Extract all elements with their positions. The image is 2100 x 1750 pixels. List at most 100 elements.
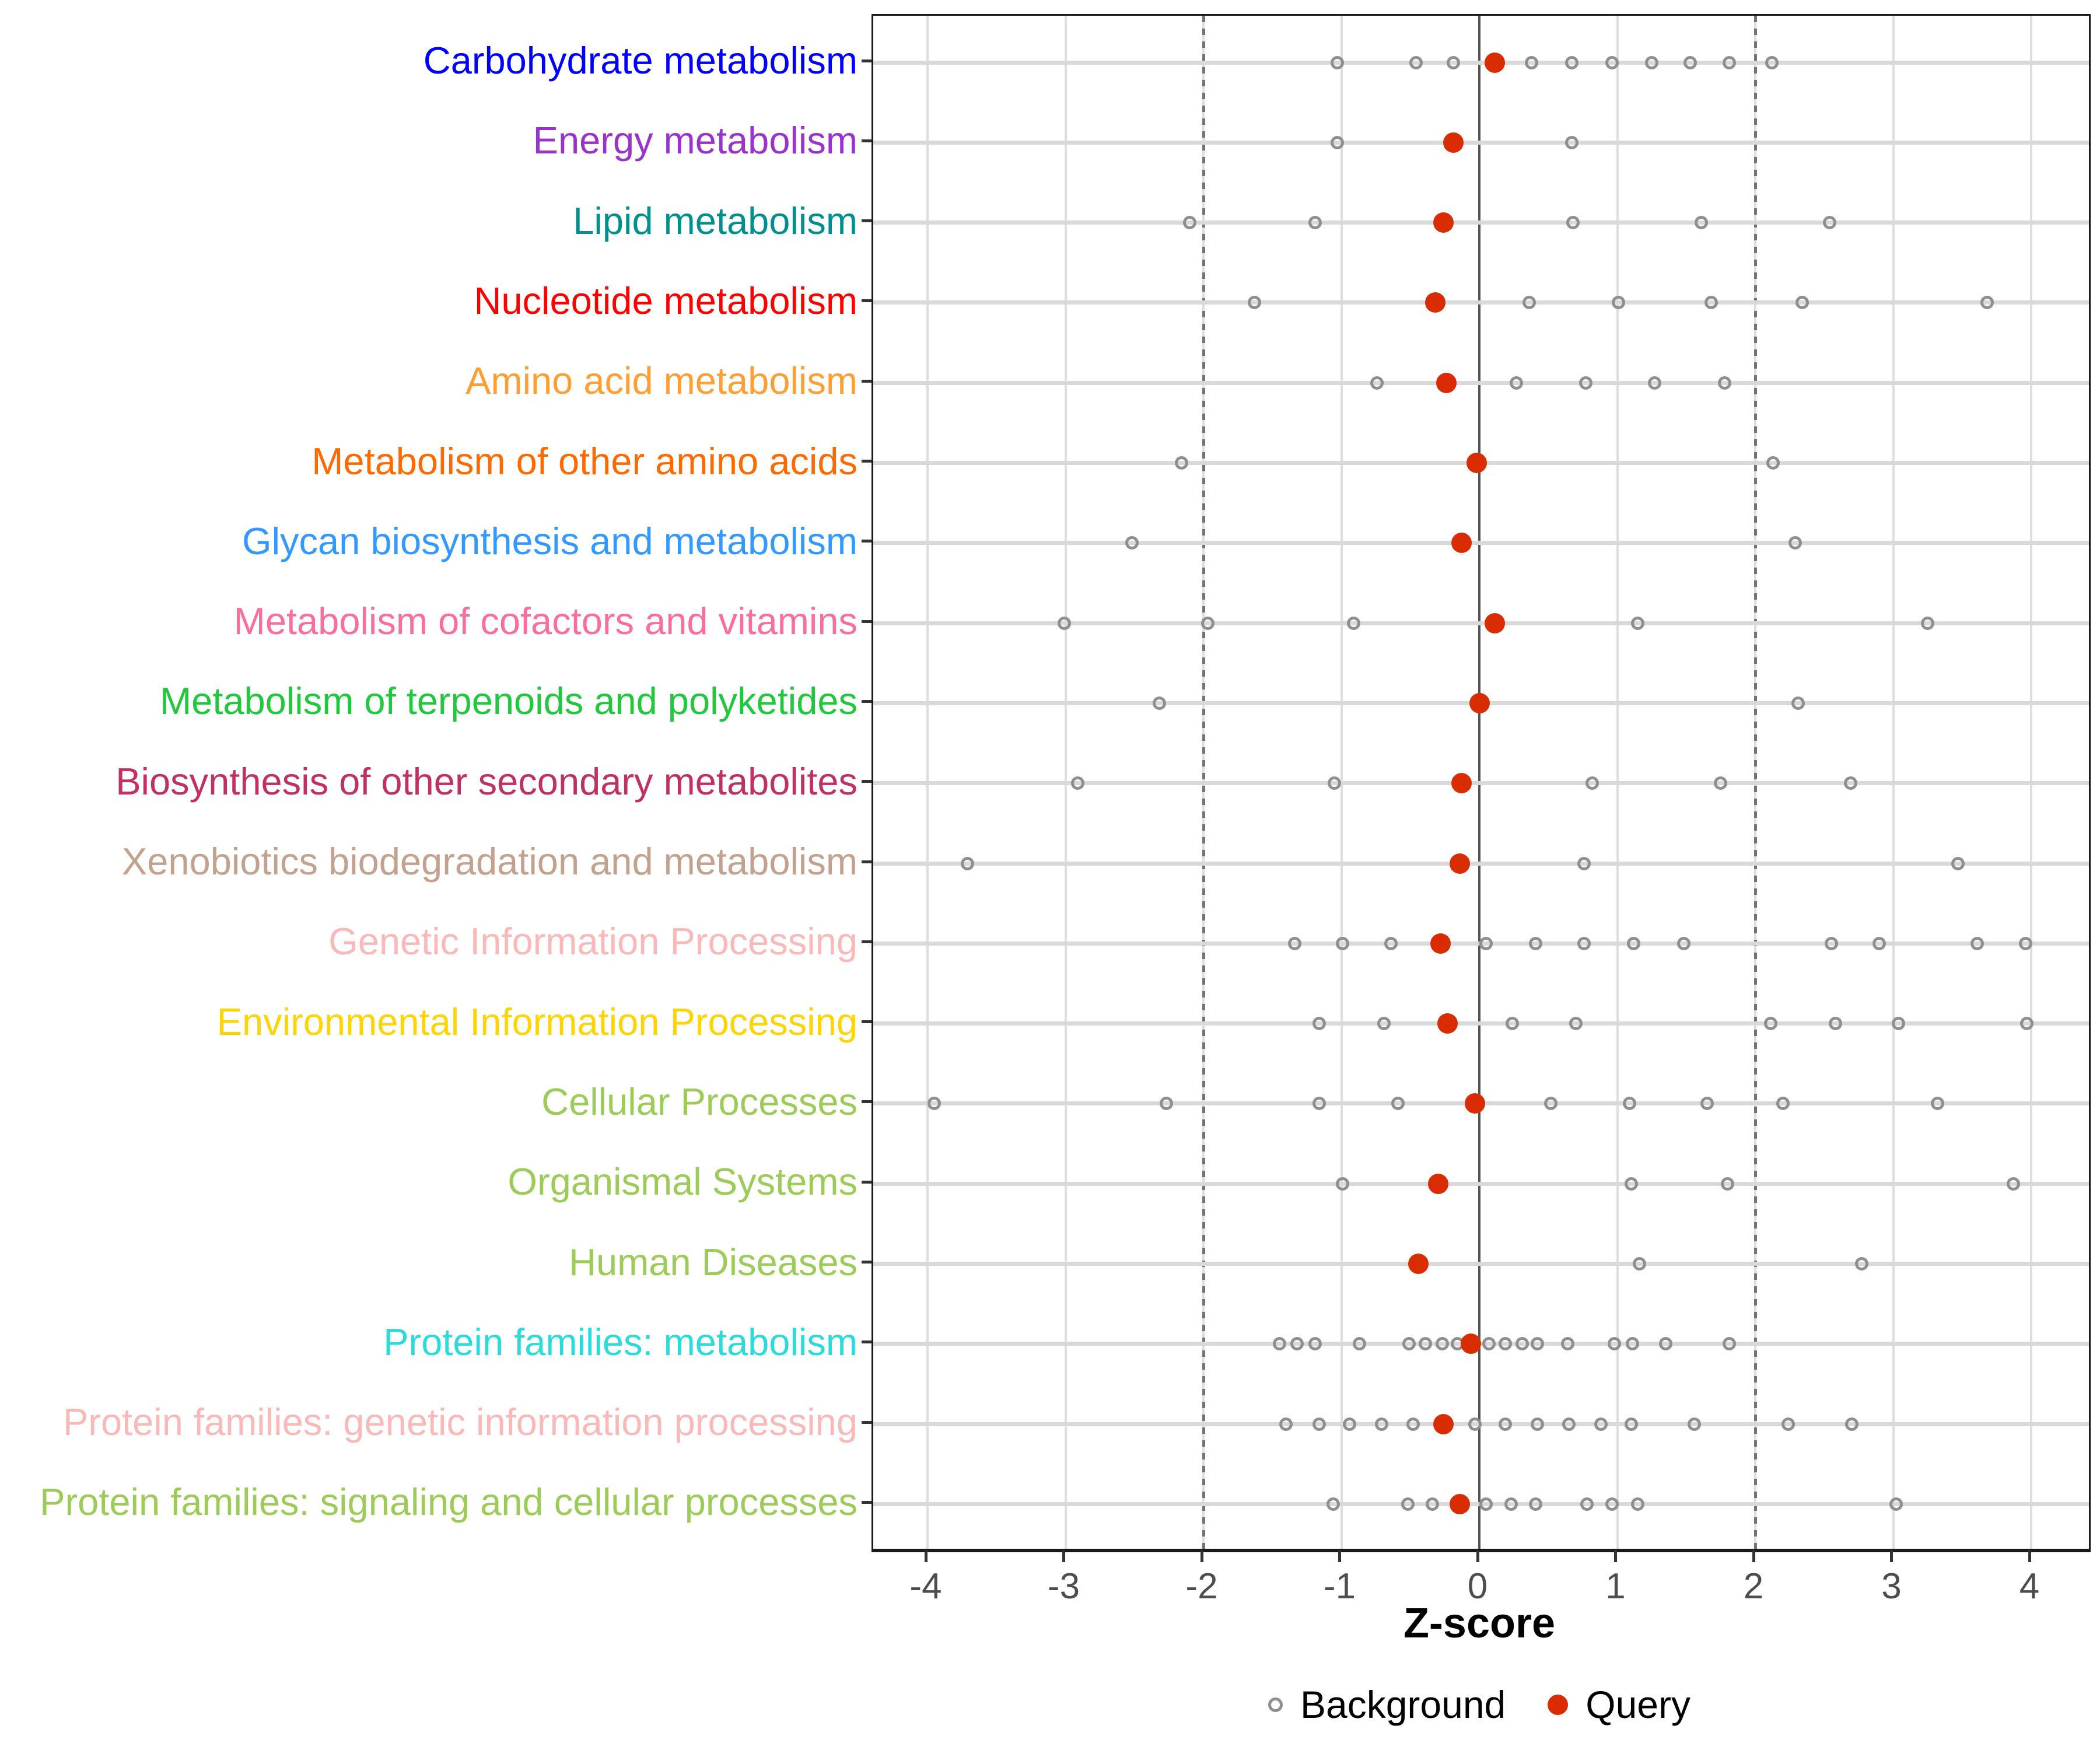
plot-panel	[872, 14, 2091, 1552]
background-point	[1152, 696, 1166, 710]
background-point	[928, 1097, 942, 1111]
background-point	[1791, 696, 1805, 710]
background-point	[1446, 55, 1460, 69]
background-point	[1695, 216, 1709, 230]
legend-label-query: Query	[1586, 1683, 1690, 1726]
background-point	[1529, 1497, 1543, 1511]
background-point	[1722, 55, 1736, 69]
x-axis-tick-label: 0	[1467, 1566, 1488, 1606]
background-point	[1658, 1337, 1672, 1351]
row-reference-line	[873, 1021, 2089, 1026]
query-point	[1430, 933, 1451, 954]
background-point	[1930, 1097, 1944, 1111]
category-label: Nucleotide metabolism	[474, 279, 858, 322]
background-point	[1336, 936, 1350, 950]
query-point	[1433, 1413, 1454, 1434]
background-point	[1182, 216, 1196, 230]
row-reference-line	[873, 1342, 2089, 1346]
background-point	[1688, 1417, 1702, 1431]
background-point	[1763, 1017, 1777, 1031]
category-label: Biosynthesis of other secondary metaboli…	[116, 760, 858, 803]
category-label: Carbohydrate metabolism	[423, 39, 858, 82]
y-axis-tick-mark	[862, 379, 872, 383]
row-reference-line	[873, 621, 2089, 625]
background-point	[1435, 1337, 1449, 1351]
row-reference-line	[873, 1262, 2089, 1266]
background-point	[1647, 376, 1661, 390]
category-label: Environmental Information Processing	[216, 1000, 858, 1043]
background-point	[1312, 1097, 1326, 1111]
background-point	[1795, 296, 1809, 310]
legend-item-background: Background	[1268, 1682, 1506, 1727]
y-axis-tick-mark	[862, 1261, 872, 1264]
legend-label-background: Background	[1300, 1683, 1506, 1726]
background-point	[1312, 1417, 1326, 1431]
background-point	[1721, 1177, 1735, 1191]
background-point	[1823, 216, 1837, 230]
y-axis-tick-mark	[862, 940, 872, 943]
background-point	[1684, 55, 1698, 69]
background-point	[1562, 1417, 1576, 1431]
row-reference-line	[873, 220, 2089, 225]
category-label: Cellular Processes	[541, 1080, 858, 1123]
y-axis-tick-mark	[862, 860, 872, 863]
legend-item-query: Query	[1548, 1682, 1690, 1727]
background-point	[1544, 1097, 1558, 1111]
background-point	[1560, 1337, 1574, 1351]
background-point	[1377, 1017, 1391, 1031]
category-label: Glycan biosynthesis and metabolism	[242, 519, 858, 562]
background-point	[1482, 1337, 1496, 1351]
query-point	[1427, 1173, 1448, 1194]
background-point	[1892, 1017, 1906, 1031]
x-axis-tick-label: -1	[1323, 1566, 1356, 1606]
x-axis-tick-label: 3	[1881, 1566, 1902, 1606]
x-axis-tick-mark	[1752, 1550, 1755, 1562]
x-axis-tick-mark	[924, 1550, 928, 1562]
background-point	[1824, 936, 1838, 950]
y-axis-tick-mark	[862, 699, 872, 703]
background-point	[1374, 1417, 1388, 1431]
background-point	[2020, 1017, 2034, 1031]
background-point	[1479, 936, 1493, 950]
row-reference-line	[873, 300, 2089, 305]
background-point	[1718, 376, 1732, 390]
category-label: Protein families: metabolism	[383, 1320, 858, 1363]
x-axis-title: Z-score	[1403, 1600, 1556, 1647]
background-point	[1409, 55, 1423, 69]
background-point	[2006, 1177, 2020, 1191]
query-point	[1484, 52, 1505, 73]
query-point	[1436, 372, 1457, 393]
x-axis-tick-mark	[1614, 1550, 1617, 1562]
category-label: Amino acid metabolism	[466, 359, 858, 402]
background-point	[1971, 936, 1985, 950]
background-point	[1479, 1497, 1493, 1511]
background-point	[1631, 1497, 1645, 1511]
query-point	[1443, 132, 1464, 153]
background-point	[1624, 1177, 1638, 1191]
row-reference-line	[873, 380, 2089, 385]
background-point	[1700, 1097, 1714, 1111]
x-axis-tick-label: -2	[1185, 1566, 1218, 1606]
background-point	[1631, 616, 1645, 630]
background-point	[1326, 1497, 1340, 1511]
query-point	[1451, 773, 1472, 794]
background-point	[1530, 1417, 1544, 1431]
background-point	[1272, 1337, 1286, 1351]
background-point	[1578, 376, 1592, 390]
background-point	[1347, 616, 1361, 630]
x-axis-tick-mark	[1062, 1550, 1065, 1562]
background-point	[1873, 936, 1887, 950]
query-point	[1450, 853, 1471, 874]
y-axis-tick-mark	[862, 620, 872, 623]
background-point	[1468, 1417, 1482, 1431]
category-label: Genetic Information Processing	[328, 920, 858, 963]
background-point	[1564, 55, 1578, 69]
legend: Background Query	[872, 1675, 2087, 1734]
query-point	[1465, 1093, 1486, 1114]
background-point	[1125, 536, 1139, 550]
background-point	[1921, 616, 1935, 630]
background-point	[1586, 776, 1600, 790]
background-point	[1627, 936, 1641, 950]
background-point	[1612, 296, 1626, 310]
query-point	[1437, 1013, 1458, 1034]
